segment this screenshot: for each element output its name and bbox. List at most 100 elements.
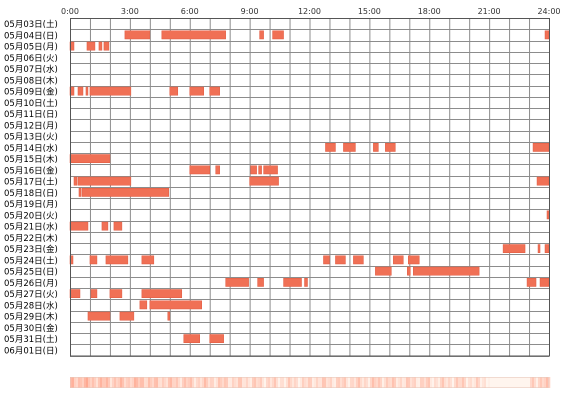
heat-strip-cell [256,377,259,388]
heat-strip-cell [478,377,481,388]
heat-strip-cell [166,377,169,388]
heat-strip-cell [370,377,373,388]
activity-bar [124,30,151,40]
heat-strip-cell [114,377,117,388]
heat-strip-cell [356,377,359,388]
heat-strip-cell [100,377,103,388]
heat-strip-cell [78,377,81,388]
activity-bar [69,154,111,163]
activity-bar [502,244,526,253]
heat-strip-cell [80,377,83,388]
row-date-label: 05月06日(火) [4,54,58,64]
heat-strip-cell [390,377,393,388]
heat-strip-cell [156,377,159,388]
heat-strip-cell [522,377,525,388]
heat-strip-cell [128,377,131,388]
heat-strip-cell [386,377,389,388]
heat-strip-cell [362,377,365,388]
heat-strip-cell [442,377,445,388]
activity-bar [325,143,336,152]
heat-strip-cell [546,377,549,388]
heat-strip-cell [306,377,309,388]
heat-strip-cell [216,377,219,388]
heat-strip-cell [190,377,193,388]
heat-strip-cell [248,377,251,388]
heat-strip-cell [380,377,383,388]
heat-strip-cell [336,377,339,388]
heat-strip-cell [402,377,405,388]
heat-strip-cell [482,377,485,388]
row-date-label: 05月10日(土) [4,98,58,109]
activity-bar [343,143,356,152]
heat-strip-cell [542,377,545,388]
heat-strip-cell [258,377,261,388]
heat-strip-cell [92,377,95,388]
heat-strip-cell [84,377,87,388]
heat-strip-cell [528,377,531,388]
heat-strip-cell [532,377,535,388]
x-tick-label: 3:00 [121,7,139,16]
heat-strip-cell [548,377,551,388]
activity-bar [249,176,279,186]
activity-bar [257,278,264,287]
heat-strip-cell [394,377,397,388]
heat-strip-cell [286,377,289,388]
heat-strip-cell [524,377,527,388]
activity-bar [103,41,110,51]
heat-strip-cell [238,377,241,388]
activity-bar [263,165,278,175]
activity-bar [73,176,78,186]
heat-strip-cell [430,377,433,388]
activity-bar [77,86,84,96]
row-date-label: 05月03日(土) [4,19,58,30]
heat-strip-cell [282,377,285,388]
heat-strip-cell [158,377,161,388]
heat-strip-cell [270,377,273,388]
activity-bar [259,30,264,40]
heat-strip-cell [340,377,343,388]
activity-bar [141,255,155,265]
row-date-label: 05月11日(日) [4,110,58,120]
heat-strip-cell [210,377,213,388]
heat-strip-cell [420,377,423,388]
heat-strip-cell [124,377,127,388]
heat-strip-cell [454,377,457,388]
activity-bar [89,86,132,96]
heat-strip-cell [294,377,297,388]
activity-bar [537,244,541,253]
heat-strip-cell [300,377,303,388]
heat-strip-cell [476,377,479,388]
row-date-label: 05月13日(火) [4,133,58,143]
heat-strip-cell [518,377,521,388]
heat-strip-cell [374,377,377,388]
heat-strip-cell [544,377,547,388]
heat-strip-cell [160,377,163,388]
heat-strip-cell [384,377,387,388]
activity-bar [209,334,224,343]
x-tick-label: 0:00 [61,7,79,16]
heat-strip-cell [74,377,77,388]
row-date-label: 05月28日(水) [4,300,58,311]
heat-strip-cell [308,377,311,388]
heat-strip-cell [126,377,129,388]
heat-strip-cell [302,377,305,388]
heat-strip-cell [70,377,73,388]
heat-strip-cell [208,377,211,388]
activity-bar [81,188,170,197]
heat-strip-cell [120,377,123,388]
heat-strip-cell [334,377,337,388]
heat-strip-cell [274,377,277,388]
row-date-label: 05月20日(火) [4,211,58,221]
x-tick-label: 12:00 [298,7,321,16]
heat-strip-cell [140,377,143,388]
heat-strip-cell [230,377,233,388]
activity-bar [98,41,103,51]
row-date-label: 05月25日(日) [4,268,58,278]
activity-bar [109,289,123,298]
heat-strip-cell [104,377,107,388]
heat-strip-cell [142,377,145,388]
heat-strip-cell [246,377,249,388]
heat-strip-cell [218,377,221,388]
activity-bar [353,255,364,265]
heat-strip-cell [292,377,295,388]
